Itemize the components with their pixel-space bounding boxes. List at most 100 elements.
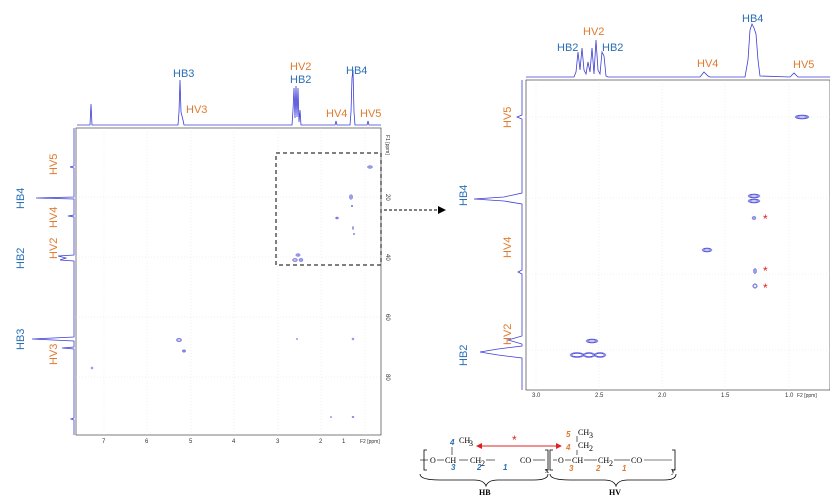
cross-peak <box>794 114 810 120</box>
cross-peak <box>796 115 808 119</box>
cross-peak <box>754 268 756 274</box>
cross-peak <box>90 366 94 370</box>
cross-peak <box>595 353 605 357</box>
label-hv2-top: HV2 <box>583 26 604 38</box>
cross-peak <box>336 217 338 219</box>
cross-peak <box>175 338 183 342</box>
asterisk-marker: * <box>763 212 768 226</box>
left-y-tick: 20 <box>384 194 390 201</box>
right-x-tick: 2.0 <box>658 393 667 399</box>
cross-peak <box>703 248 711 252</box>
left-y-tick: 80 <box>384 374 390 381</box>
left-x-tick: 4 <box>232 439 236 445</box>
right-x-tick: 1.5 <box>721 393 730 399</box>
left-panel: HB3 HV3 HV2 HB2 HB4 HV4 HV5 HV5 HB4 HV4 … <box>15 61 446 445</box>
hb-num-2: 2 <box>476 463 482 472</box>
cross-peak <box>351 337 355 341</box>
right-x-tick: 1.0 <box>785 393 794 399</box>
cross-peak <box>352 226 354 230</box>
left-y-tick: 60 <box>384 314 390 321</box>
hv-num-4: 4 <box>565 443 571 452</box>
cross-peak <box>335 216 339 220</box>
label-hv2-side: HV2 <box>502 324 514 345</box>
left-y-axis-label: F1 [ppm] <box>384 135 390 155</box>
label-hv4-top: HV4 <box>697 58 718 70</box>
left-x-axis-label: F2 [ppm] <box>360 439 380 445</box>
hv-open-bracket <box>549 449 553 471</box>
label-hv5-side: HV5 <box>502 107 514 128</box>
cross-peak <box>587 339 597 343</box>
hv-ch2b: CH <box>598 456 609 465</box>
cross-peak <box>330 416 332 418</box>
label-hb3-top: HB3 <box>173 68 194 80</box>
hv-co: CO <box>631 456 642 465</box>
correlation-arrow-head-right <box>556 443 562 449</box>
label-hb2-top: HB2 <box>290 74 311 86</box>
hv-num-2: 2 <box>595 464 601 473</box>
cross-peak <box>584 353 594 357</box>
hb-ch2: CH <box>470 456 481 465</box>
label-hb4-top: HB4 <box>742 13 763 25</box>
hv-ch3: CH <box>578 428 589 437</box>
cross-peak <box>298 258 304 262</box>
zoom-region-box <box>275 152 382 266</box>
hv-oxygen: O <box>558 456 564 465</box>
hv-ch2-sub: 2 <box>589 444 593 453</box>
hb-sub-x: x <box>545 466 549 475</box>
left-side-projection <box>31 128 75 435</box>
cross-peak <box>368 166 372 168</box>
hv-num-5: 5 <box>566 430 571 439</box>
cross-peak <box>367 165 373 169</box>
cross-peak <box>752 283 758 289</box>
label-hv5-side: HV5 <box>48 154 60 175</box>
cross-peak <box>349 194 353 200</box>
hb-ch2-sub: 2 <box>481 459 485 468</box>
cross-peak <box>701 247 713 253</box>
asterisk-marker: * <box>763 281 768 295</box>
hv-num-1: 1 <box>622 464 627 473</box>
cross-peak <box>748 194 760 198</box>
left-x-tick: 7 <box>102 439 106 445</box>
label-hb2-top-left: HB2 <box>557 42 578 54</box>
polymer-structure: O CH CH 3 CH 2 CO x 4 3 2 1 O CH CH 2 CH… <box>419 428 677 497</box>
cross-peak <box>299 258 303 262</box>
zoom-arrow-head <box>438 206 446 214</box>
cross-peak <box>295 253 301 257</box>
left-x-tick: 1 <box>342 439 346 445</box>
hv-sub-y: y <box>671 466 675 475</box>
cross-peak <box>747 193 761 199</box>
hb-oxygen: O <box>430 456 436 465</box>
right-x-tick: 3.0 <box>532 393 541 399</box>
cross-peak <box>748 199 760 203</box>
cross-peak <box>586 339 598 343</box>
cross-peak <box>585 338 599 344</box>
left-plot-frame <box>75 127 382 436</box>
hb-num-3: 3 <box>451 463 456 472</box>
label-hb4-side: HB4 <box>15 188 27 209</box>
cross-peak <box>176 338 182 342</box>
cross-peak <box>571 353 583 357</box>
hv-ch3-sub: 3 <box>589 431 593 440</box>
hb-ch3: CH <box>459 436 470 445</box>
cross-peak <box>702 248 712 252</box>
cross-peak <box>753 284 757 288</box>
cross-peak <box>350 204 354 208</box>
label-hb4-side: HB4 <box>458 185 470 206</box>
hv-close-bracket <box>672 449 676 471</box>
label-hv3-side: HV3 <box>48 344 60 365</box>
hb-num-1: 1 <box>503 463 508 472</box>
hb-close-bracket <box>545 449 549 471</box>
label-hb2-side: HB2 <box>458 345 470 366</box>
hv-label: HV <box>609 488 621 497</box>
label-hv2-side: HV2 <box>48 238 60 259</box>
hv-ch2: CH <box>578 441 589 450</box>
hv-num-3: 3 <box>569 464 574 473</box>
cross-peak <box>751 216 757 220</box>
cross-peak <box>594 352 606 358</box>
cross-peak <box>353 232 355 236</box>
right-peaks <box>569 114 810 358</box>
cross-peak <box>749 199 759 203</box>
hb-co: CO <box>520 456 531 465</box>
cross-peak <box>795 115 809 119</box>
